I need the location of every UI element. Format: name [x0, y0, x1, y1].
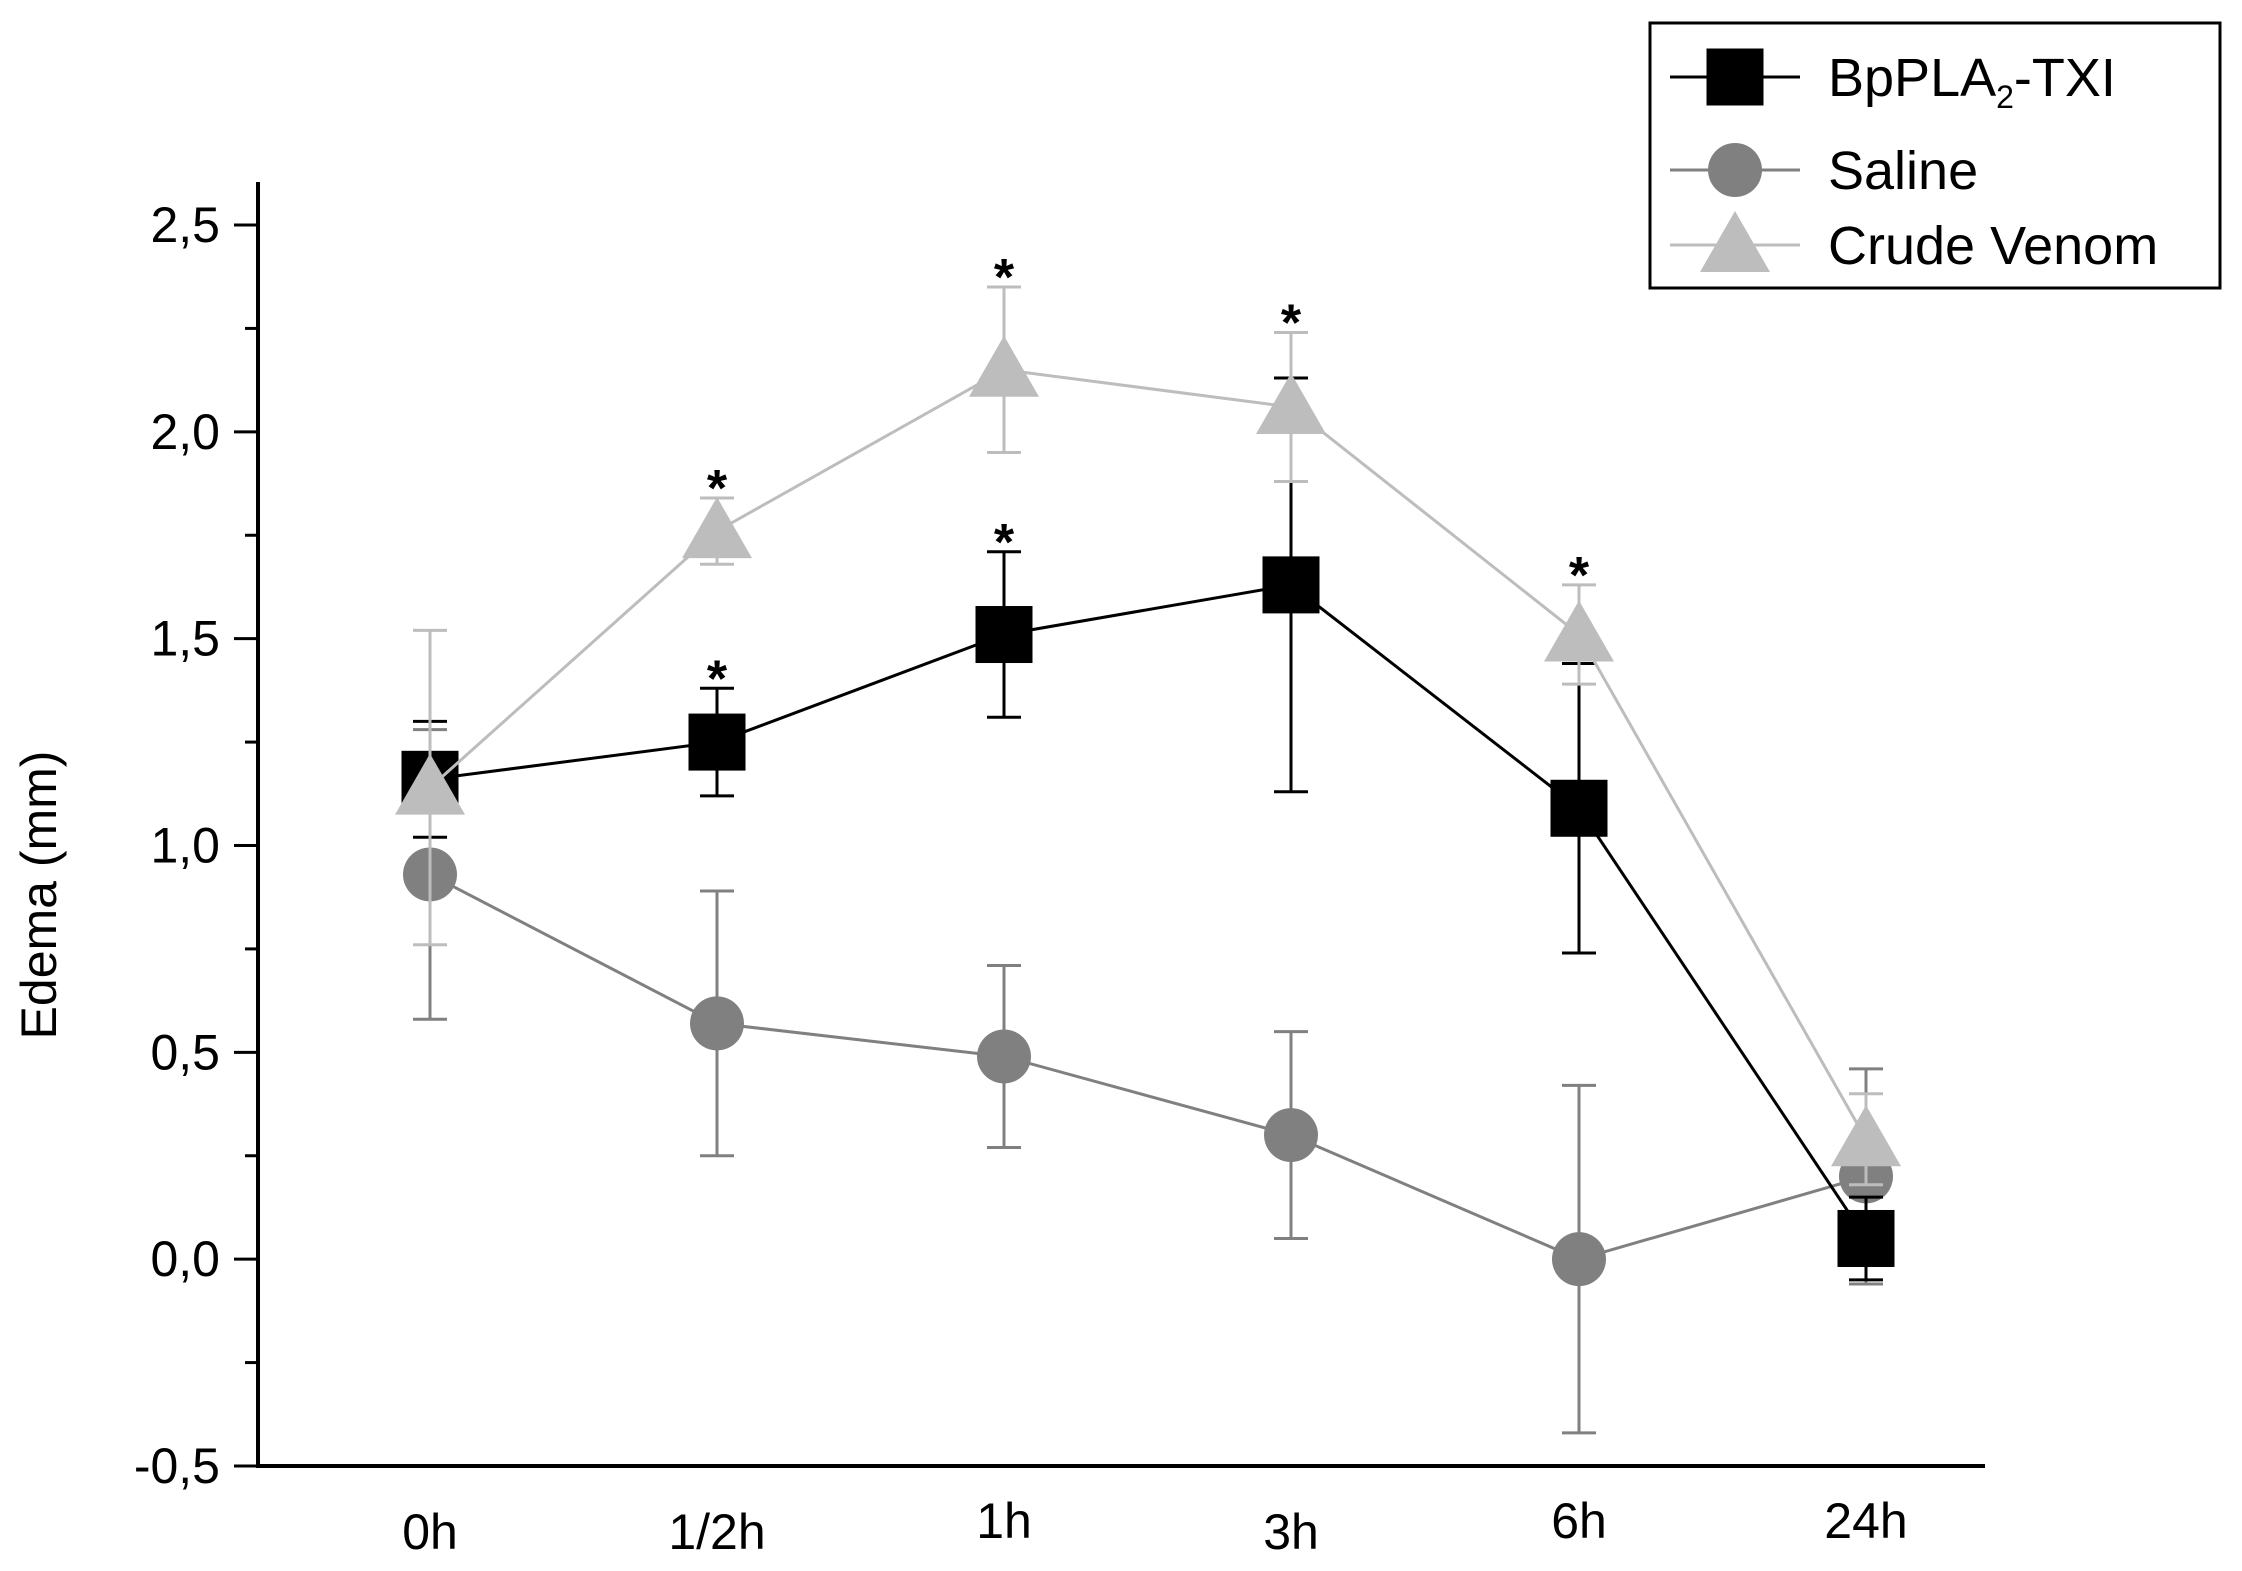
x-tick-label: 1h — [976, 1493, 1032, 1549]
legend-marker — [1700, 211, 1770, 272]
y-tick-label: 0,5 — [150, 1024, 220, 1080]
x-tick-label: 1/2h — [668, 1504, 765, 1560]
significance-marks: * * * * * * — [707, 249, 1590, 708]
data-point — [1550, 779, 1608, 837]
y-tick-label: 0,0 — [150, 1231, 220, 1287]
legend-label: BpPLA2-TXI — [1828, 48, 2116, 115]
legend-marker — [1708, 143, 1762, 197]
data-point — [975, 606, 1033, 664]
x-tick-label: 24h — [1824, 1493, 1907, 1549]
data-point — [1552, 1232, 1606, 1287]
y-ticks: -0,5 0,0 0,5 1,0 1,5 2,0 2,5 — [134, 197, 258, 1494]
data-point — [1256, 373, 1326, 435]
data-point — [1544, 600, 1614, 662]
data-point — [688, 713, 746, 771]
x-tick-label: 0h — [402, 1504, 458, 1560]
data-point — [1264, 1108, 1318, 1163]
y-tick-label: 2,5 — [150, 197, 220, 253]
data-point — [1831, 1105, 1901, 1167]
y-tick-label: 1,0 — [150, 818, 220, 874]
y-tick-label: 2,0 — [150, 404, 220, 460]
series-saline — [403, 728, 1893, 1435]
legend-label: Saline — [1828, 141, 1978, 201]
legend-marker — [1706, 48, 1764, 106]
x-tick-label: 6h — [1551, 1493, 1607, 1549]
significance-asterisk: * — [707, 460, 728, 518]
series-line — [429, 368, 1868, 1140]
data-point — [395, 753, 465, 815]
significance-asterisk: * — [1569, 547, 1590, 605]
data-point — [977, 1029, 1031, 1084]
significance-asterisk: * — [994, 514, 1015, 572]
series-crude-venom — [395, 285, 1901, 1187]
series-bppla — [401, 376, 1895, 1282]
data-point — [690, 996, 744, 1051]
data-point — [1837, 1209, 1895, 1267]
legend-label: Crude Venom — [1828, 216, 2158, 276]
data-point — [682, 497, 752, 559]
axes — [256, 182, 1985, 1468]
y-tick-label: -0,5 — [134, 1438, 220, 1494]
data-point — [1262, 556, 1320, 614]
legend: BpPLA2-TXI Saline Crude Venom — [1648, 21, 2222, 290]
x-tick-label: 3h — [1263, 1504, 1319, 1560]
y-tick-label: 1,5 — [150, 611, 220, 667]
significance-asterisk: * — [707, 650, 728, 708]
series-line — [429, 873, 1867, 1261]
x-ticks: 0h 1/2h 1h 3h 6h 24h — [402, 1493, 1908, 1560]
series-line — [429, 583, 1868, 1240]
significance-asterisk: * — [1281, 295, 1302, 353]
data-point — [969, 335, 1039, 397]
series-layer — [395, 285, 1901, 1435]
y-axis-title: Edema (mm) — [11, 751, 67, 1040]
significance-asterisk: * — [994, 249, 1015, 307]
